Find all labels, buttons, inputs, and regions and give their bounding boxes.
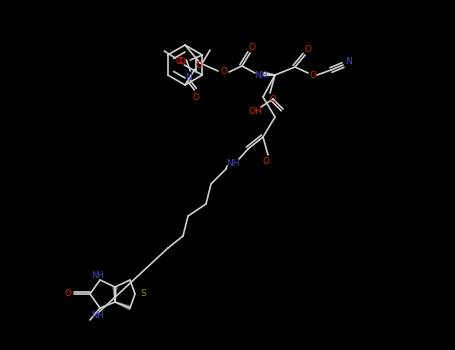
Polygon shape	[113, 287, 117, 302]
Text: O: O	[176, 56, 183, 65]
Text: S: S	[140, 289, 146, 299]
Text: O: O	[193, 92, 200, 102]
Text: N: N	[346, 57, 352, 66]
Text: O: O	[304, 44, 312, 54]
Text: OH: OH	[248, 106, 262, 116]
Text: O: O	[269, 94, 277, 104]
Text: O: O	[221, 68, 228, 77]
Text: N: N	[185, 72, 192, 82]
Polygon shape	[264, 72, 275, 76]
Text: O: O	[196, 61, 202, 70]
Text: NH: NH	[226, 159, 240, 168]
Text: NH: NH	[254, 70, 268, 79]
Text: O: O	[65, 289, 71, 299]
Text: NH: NH	[91, 312, 104, 321]
Polygon shape	[115, 302, 131, 310]
Text: O: O	[309, 70, 317, 79]
Text: NH: NH	[91, 271, 104, 280]
Text: O: O	[179, 56, 186, 65]
Text: O: O	[263, 156, 269, 166]
Text: O: O	[248, 42, 256, 51]
